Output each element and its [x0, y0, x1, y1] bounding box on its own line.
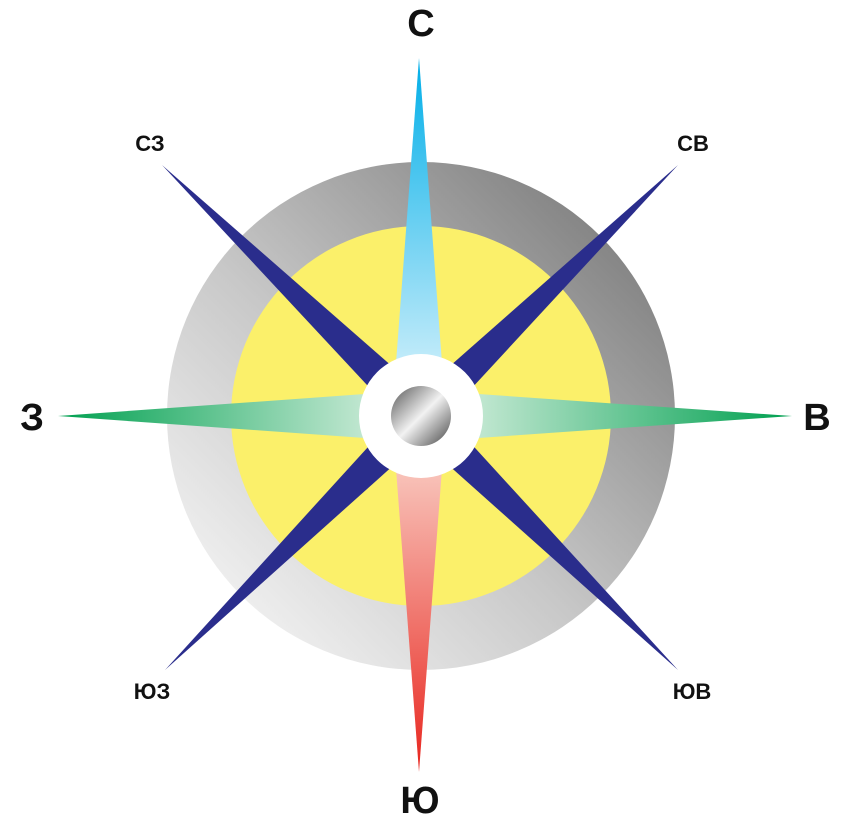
- diagonal-points: [162, 165, 678, 670]
- se-point: [408, 403, 678, 670]
- ne-point: [408, 165, 678, 429]
- label-ne: СВ: [677, 131, 709, 156]
- center-pin: [391, 386, 451, 446]
- label-e: В: [803, 397, 830, 439]
- label-n: С: [407, 3, 434, 45]
- north-point: [392, 58, 446, 416]
- east-point: [421, 390, 792, 442]
- label-sw: ЮЗ: [134, 679, 170, 704]
- west-point: [58, 390, 421, 442]
- nw-point: [162, 165, 434, 429]
- south-point: [392, 416, 446, 772]
- label-s: Ю: [400, 780, 439, 822]
- label-nw: СЗ: [135, 131, 164, 156]
- label-w: З: [20, 397, 44, 439]
- sw-point: [165, 403, 434, 670]
- label-se: ЮВ: [673, 679, 712, 704]
